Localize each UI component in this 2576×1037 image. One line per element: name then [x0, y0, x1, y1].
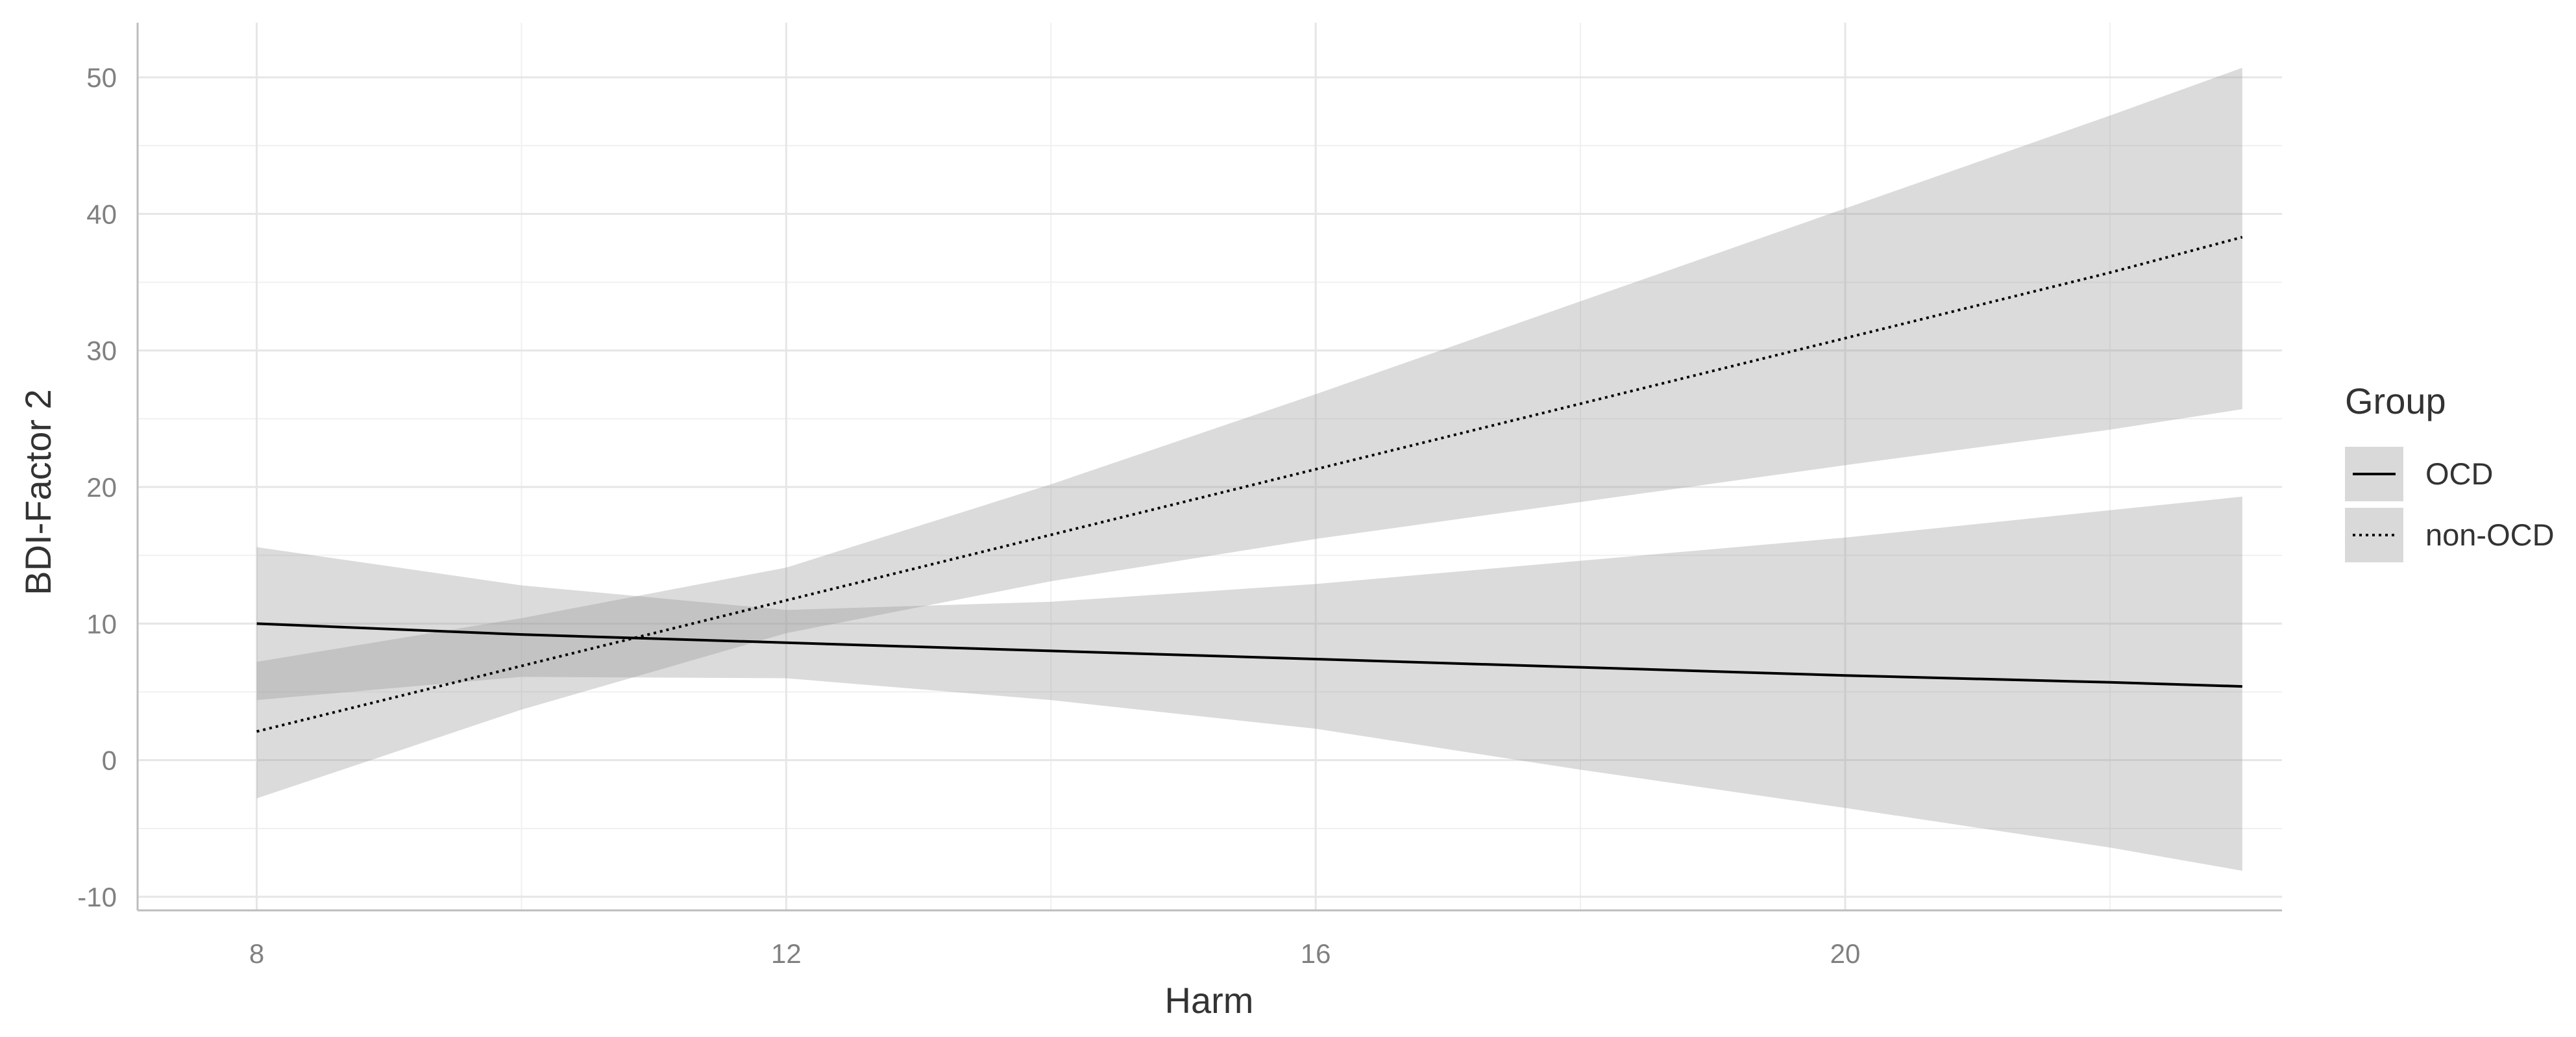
x-tick-label: 20: [1830, 938, 1861, 969]
grid: [138, 23, 2282, 910]
x-tick-label: 12: [771, 938, 802, 969]
legend-title: Group: [2345, 381, 2446, 421]
legend-label-non-ocd: non-OCD: [2425, 518, 2555, 552]
series-line-ocd: [256, 622, 2242, 688]
ribbon-non-ocd: [256, 68, 2242, 799]
ribbon-ocd: [256, 496, 2242, 871]
y-tick-label: 30: [86, 336, 117, 366]
y-tick-label: 20: [86, 472, 117, 503]
x-tick-label: 8: [249, 938, 264, 969]
series-line-non-ocd: [256, 236, 2243, 733]
series-lines: [256, 236, 2243, 733]
axes: [136, 23, 2282, 912]
confidence-ribbons: [256, 68, 2242, 871]
legend-label-ocd: OCD: [2425, 456, 2493, 491]
x-axis-title: Harm: [1165, 980, 1254, 1021]
legend: Group OCD non-OCD: [2345, 381, 2555, 562]
y-tick-label: 10: [86, 608, 117, 639]
y-tick-label: 0: [102, 745, 117, 776]
y-tick-label: 50: [86, 62, 117, 93]
y-axis-title: BDI-Factor 2: [18, 389, 58, 595]
y-tick-label: 40: [86, 199, 117, 229]
y-tick-label: -10: [77, 882, 117, 912]
tick-labels: 8 12 16 20 -10 0 10 20 30 40 50: [77, 62, 1860, 969]
x-tick-label: 16: [1301, 938, 1331, 969]
